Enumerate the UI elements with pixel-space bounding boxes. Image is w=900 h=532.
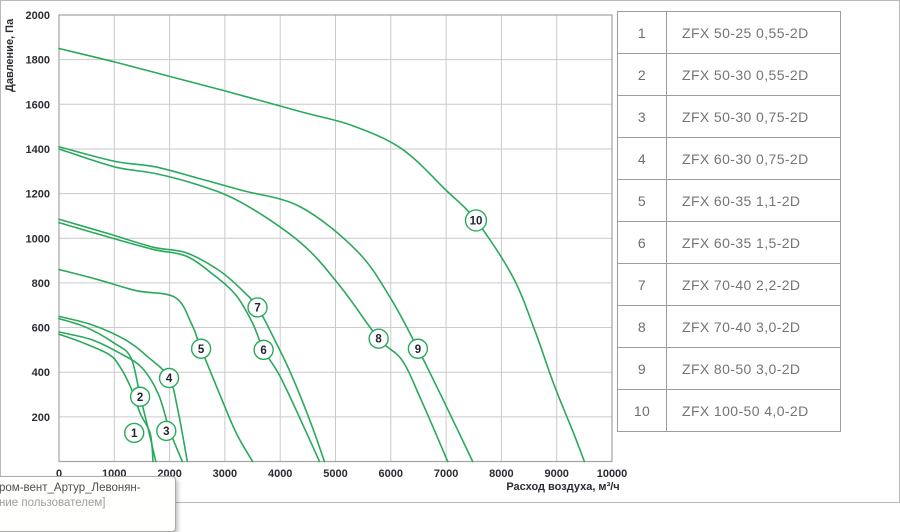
curve-label-circle-2 <box>129 386 151 407</box>
curve-4 <box>58 315 189 463</box>
y-tick-label: 1600 <box>26 99 50 111</box>
x-axis-title: Расход воздуха, м³/ч <box>506 481 619 493</box>
curve-label-circle-4 <box>158 367 180 389</box>
curve-label-2: 2 <box>137 392 143 404</box>
y-tick-label: 1800 <box>26 55 50 67</box>
legend-row-number: 8 <box>617 305 667 348</box>
tooltip-line2: ние пользователем] <box>0 497 106 509</box>
y-tick-label: 600 <box>32 323 50 335</box>
x-tick-label: 8000 <box>489 468 513 480</box>
curve-label-4: 4 <box>166 373 173 385</box>
curve-label-circle-10 <box>464 209 488 232</box>
x-tick-label: 0 <box>56 468 62 480</box>
legend-row: 3 ZFX 50-30 0,75-2D <box>617 95 841 138</box>
x-tick-label: 9000 <box>544 468 568 480</box>
legend-row-number: 5 <box>617 179 667 222</box>
x-tick-label: 10000 <box>597 468 628 480</box>
legend-row: 10 ZFX 100-50 4,0-2D <box>617 389 841 432</box>
legend-row-model: ZFX 50-25 0,55-2D <box>666 11 841 54</box>
curve-3 <box>58 331 184 463</box>
y-axis-title: Давление, Па <box>4 18 16 92</box>
legend-row-model: ZFX 70-40 3,0-2D <box>666 305 841 348</box>
legend-row: 7 ZFX 70-40 2,2-2D <box>617 263 841 306</box>
x-tick-label: 7000 <box>434 468 458 480</box>
legend-row-number: 2 <box>617 53 667 96</box>
performance-chart: 0 1000 2000 3000 4000 5000 6000 7000 8000 9000 100… <box>4 10 628 493</box>
curve-label-1: 1 <box>131 428 138 440</box>
curve-5 <box>58 268 254 463</box>
curve-label-3: 3 <box>163 426 169 438</box>
y-tick-label: 400 <box>32 367 50 379</box>
curve-8 <box>58 148 449 463</box>
x-tick-label: 4000 <box>268 468 292 480</box>
legend-row-model: ZFX 70-40 2,2-2D <box>666 263 841 306</box>
legend-row-model: ZFX 80-50 3,0-2D <box>666 347 841 390</box>
curve-label-5: 5 <box>198 344 205 356</box>
legend-row-model: ZFX 60-35 1,5-2D <box>666 221 841 264</box>
legend-row: 4 ZFX 60-30 0,75-2D <box>617 137 841 180</box>
y-tick-label: 1400 <box>26 144 50 156</box>
curve-label-6: 6 <box>260 345 266 357</box>
curve-label-circle-8 <box>368 328 389 349</box>
x-tick-label: 5000 <box>323 468 347 480</box>
legend-row: 5 ZFX 60-35 1,1-2D <box>617 179 841 222</box>
curve-6 <box>58 221 321 463</box>
tooltip-line1: ром-вент_Артур_Левонян- <box>0 482 141 494</box>
curve-label-7: 7 <box>254 302 260 314</box>
curve-label-circle-5 <box>190 338 212 359</box>
x-tick-label: 3000 <box>213 468 237 480</box>
curve-label-circle-6 <box>253 339 274 361</box>
curve-label-9: 9 <box>415 344 421 356</box>
legend-row-number: 1 <box>617 11 667 54</box>
legend-row-number: 3 <box>617 95 667 138</box>
curve-label-circle-9 <box>407 338 429 359</box>
legend-row: 9 ZFX 80-50 3,0-2D <box>617 347 841 390</box>
curve-label-8: 8 <box>375 334 382 346</box>
curve-9 <box>58 145 474 463</box>
curve-label-circle-7 <box>247 297 268 318</box>
legend-row: 1 ZFX 50-25 0,55-2D <box>617 11 841 54</box>
filename-tooltip: ром-вент_Артур_Левонян- ние пользователе… <box>0 476 176 532</box>
legend-row-number: 9 <box>617 347 667 390</box>
legend-row: 6 ZFX 60-35 1,5-2D <box>617 221 841 264</box>
y-tick-label: 2000 <box>26 10 50 22</box>
legend-row-model: ZFX 50-30 0,55-2D <box>666 53 841 96</box>
legend-table: 1 ZFX 50-25 0,55-2D 2 ZFX 50-30 0,55-2D … <box>617 11 841 432</box>
curve-10 <box>58 47 586 463</box>
legend-row-number: 4 <box>617 137 667 180</box>
plot-border <box>58 14 613 463</box>
legend-row-number: 7 <box>617 263 667 306</box>
y-tick-label: 800 <box>32 278 50 290</box>
curve-label-circle-1 <box>124 422 145 444</box>
legend-row-model: ZFX 60-35 1,1-2D <box>666 179 841 222</box>
curve-label-10: 10 <box>470 215 483 227</box>
legend-row-model: ZFX 60-30 0,75-2D <box>666 137 841 180</box>
legend-row-number: 6 <box>617 221 667 264</box>
legend-row: 2 ZFX 50-30 0,55-2D <box>617 53 841 96</box>
legend-row-model: ZFX 50-30 0,75-2D <box>666 95 841 138</box>
curve-label-circle-3 <box>156 420 177 442</box>
y-tick-label: 1000 <box>26 233 50 245</box>
y-tick-label: 200 <box>32 412 50 424</box>
legend-row-model: ZFX 100-50 4,0-2D <box>666 389 841 432</box>
legend-row: 8 ZFX 70-40 3,0-2D <box>617 305 841 348</box>
y-tick-label: 1200 <box>26 189 50 201</box>
x-tick-label: 6000 <box>379 468 403 480</box>
curve-7 <box>58 218 326 463</box>
legend-row-number: 10 <box>617 389 667 432</box>
curve-2 <box>58 317 157 463</box>
